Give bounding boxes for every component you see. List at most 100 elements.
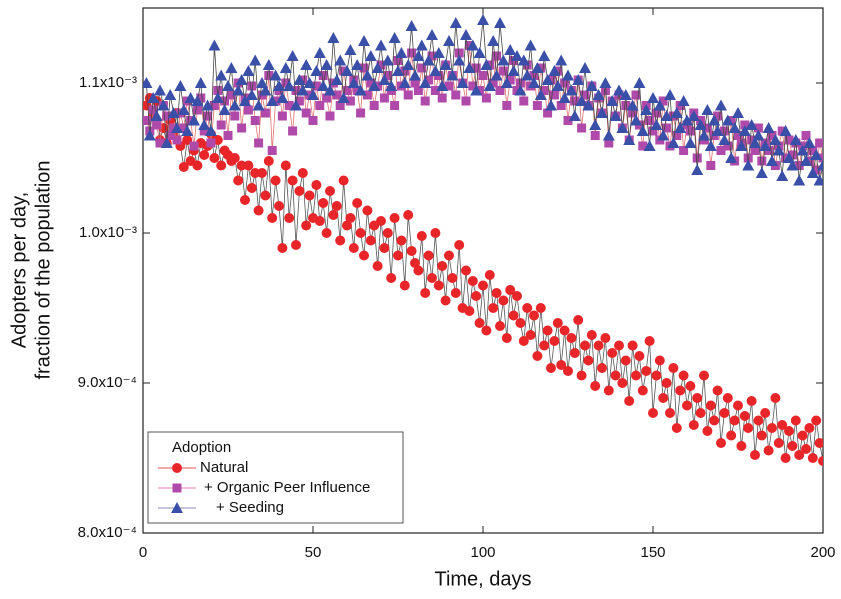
point — [668, 363, 679, 373]
point — [492, 51, 502, 61]
point — [304, 190, 315, 201]
point — [240, 195, 250, 205]
point — [637, 385, 648, 396]
point — [539, 86, 549, 95]
point — [626, 99, 639, 111]
point — [682, 400, 692, 411]
point — [369, 101, 379, 110]
point — [471, 291, 482, 301]
point — [376, 216, 386, 226]
point — [651, 370, 662, 381]
point — [291, 86, 301, 95]
point — [297, 168, 308, 178]
point — [556, 101, 566, 110]
point — [247, 81, 257, 91]
point — [495, 86, 505, 95]
point — [339, 66, 349, 76]
point — [694, 119, 707, 130]
point — [766, 155, 778, 166]
point — [301, 108, 311, 118]
point — [461, 265, 471, 276]
point — [715, 99, 727, 111]
point — [165, 131, 175, 140]
point — [708, 114, 721, 126]
point — [267, 213, 278, 223]
point — [373, 81, 383, 91]
point — [242, 65, 255, 76]
point — [640, 104, 653, 115]
point — [415, 39, 428, 51]
point — [280, 160, 291, 171]
point — [753, 415, 764, 426]
point — [375, 39, 387, 51]
point — [623, 134, 636, 145]
point — [722, 393, 733, 403]
point — [692, 393, 703, 403]
point — [576, 370, 587, 381]
legend-marker — [172, 463, 182, 473]
point — [177, 104, 190, 115]
point — [512, 291, 522, 301]
point — [403, 210, 414, 220]
point — [726, 430, 737, 441]
point — [742, 159, 755, 171]
point — [545, 99, 557, 111]
point — [273, 80, 285, 91]
point — [762, 122, 775, 133]
point — [230, 111, 240, 121]
point — [481, 93, 491, 103]
point — [460, 29, 472, 40]
point — [621, 101, 631, 110]
point — [313, 47, 326, 58]
point — [570, 96, 580, 106]
point — [699, 370, 709, 381]
point — [607, 348, 618, 358]
point — [318, 71, 328, 80]
point — [498, 295, 509, 306]
point — [515, 318, 526, 328]
point — [502, 101, 512, 110]
point — [320, 59, 333, 70]
point — [643, 140, 656, 151]
point — [155, 138, 165, 148]
point — [348, 243, 359, 253]
point — [815, 138, 823, 148]
point — [777, 420, 788, 430]
point — [515, 78, 525, 88]
point — [719, 408, 730, 418]
point — [648, 408, 658, 418]
point — [318, 198, 329, 208]
point — [794, 161, 804, 170]
point — [263, 156, 274, 166]
point — [590, 131, 600, 140]
point — [691, 164, 704, 175]
point — [199, 150, 210, 160]
point — [267, 146, 277, 155]
point — [235, 74, 248, 85]
point — [337, 92, 350, 103]
series — [143, 14, 823, 186]
point — [352, 198, 363, 208]
point — [484, 270, 495, 280]
point — [786, 159, 799, 171]
point — [362, 205, 373, 216]
point — [332, 90, 342, 100]
point — [488, 78, 498, 88]
point — [610, 370, 621, 381]
point — [466, 39, 479, 51]
point — [562, 69, 574, 81]
point — [347, 77, 360, 88]
point — [529, 71, 539, 80]
point — [539, 340, 550, 351]
point — [658, 393, 669, 403]
point — [579, 62, 591, 73]
point — [209, 153, 220, 163]
point — [817, 159, 823, 171]
point — [422, 54, 435, 66]
point — [593, 340, 604, 351]
point — [790, 415, 801, 426]
point — [808, 146, 818, 155]
point — [274, 201, 284, 211]
x-tick-label: 100 — [470, 544, 495, 561]
point — [342, 220, 352, 231]
